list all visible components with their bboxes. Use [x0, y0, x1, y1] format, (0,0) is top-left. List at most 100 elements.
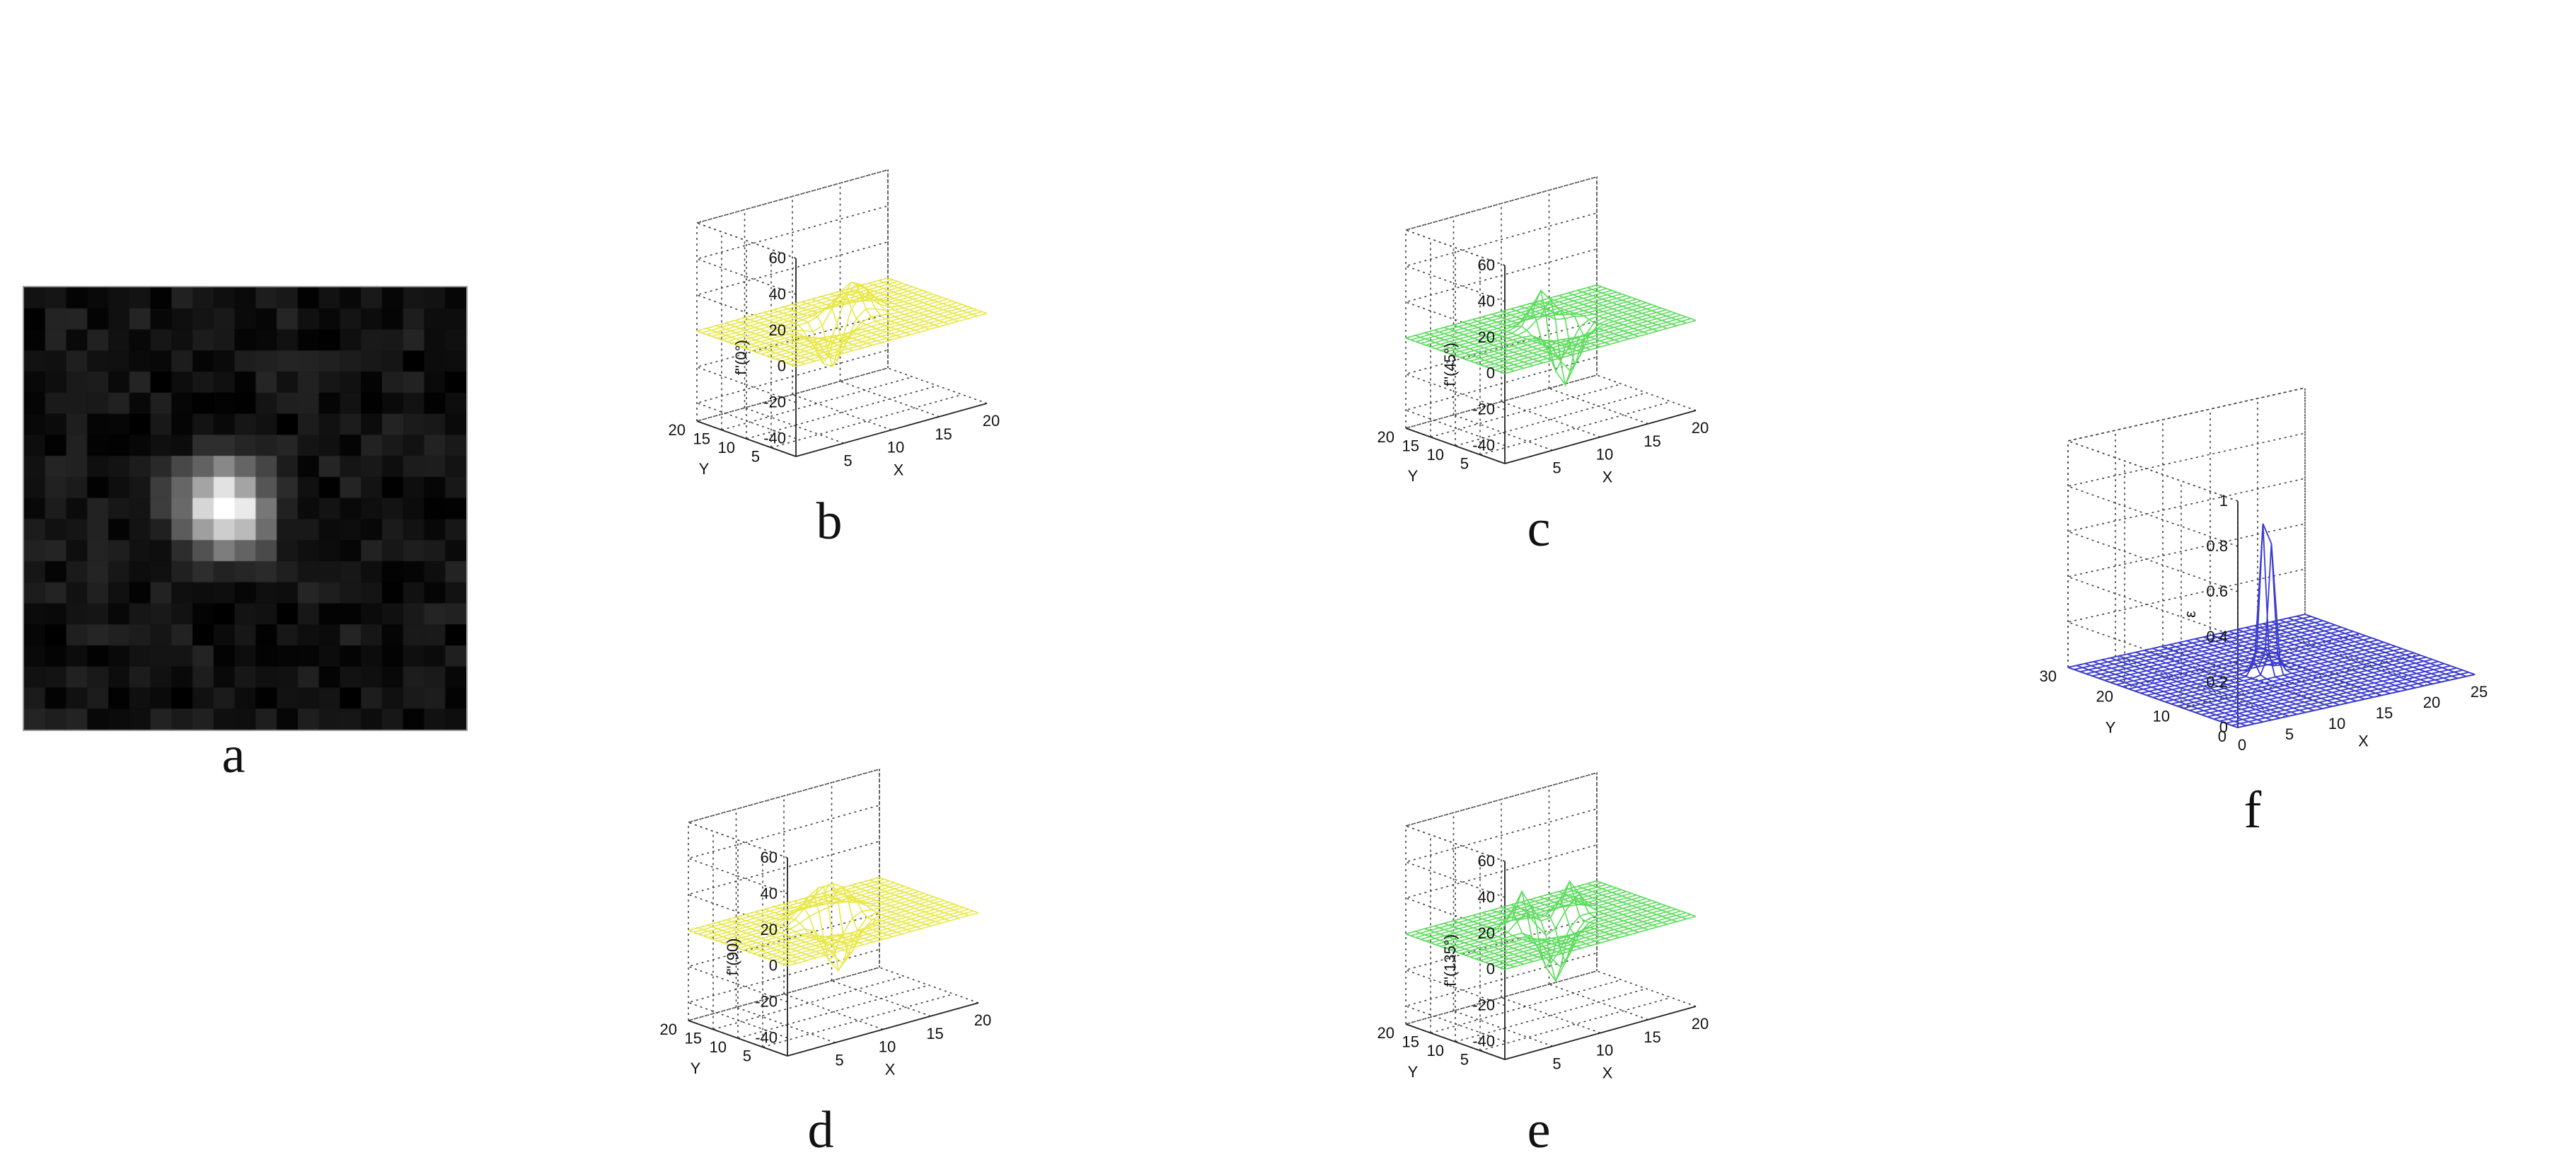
surface-mesh-line: [1455, 897, 1647, 965]
surface-mesh-line: [1405, 880, 1598, 935]
surface-mesh-line: [2304, 614, 2476, 675]
x-axis-line: [1504, 1006, 1697, 1060]
surface-plot-f: 1 0.8 0.6 0.4 0.2 00 5 10 15 20 25 0 10 20 30 X Yε: [2040, 387, 2488, 754]
floor-grid-line: [1453, 1010, 1553, 1047]
wall-grid-line: [2066, 387, 2306, 502]
surface-mesh-line: [1511, 904, 1610, 964]
y-tick-label: 15: [1402, 1033, 1419, 1051]
surface-mesh-line: [2195, 638, 2365, 700]
surface-mesh-line: [1549, 893, 1648, 931]
surface-mesh-line: [1587, 883, 1687, 920]
y-axis-label: Y: [1408, 467, 1419, 485]
z-tick-label: 20: [1478, 924, 1495, 942]
floor-grid-line: [1405, 970, 1598, 1025]
surface-mesh-line: [878, 280, 978, 317]
y-axis-line: [688, 1020, 788, 1057]
z-tick-label: 40: [769, 285, 786, 303]
x-axis-line: [787, 1002, 979, 1057]
z-tick-label: 0.8: [2206, 537, 2228, 555]
surface-mesh-line: [1420, 289, 1612, 344]
surface-mesh-line: [737, 894, 930, 949]
y-tick-label: 15: [685, 1030, 702, 1047]
z-tick-label: 0: [778, 357, 786, 375]
surface-mesh-line: [860, 882, 960, 919]
floor-grid-line: [1453, 414, 1553, 452]
wall-grid-line: [1404, 952, 1598, 1042]
y-tick-label: 5: [751, 448, 760, 466]
x-tick-label: 20: [2423, 694, 2440, 711]
surface-mesh-line: [693, 878, 885, 933]
wall-grid-line: [1404, 212, 1598, 302]
floor-grid-line: [2115, 656, 2286, 718]
y-tick-label: 5: [1460, 455, 1469, 473]
surface-mesh-line: [802, 289, 901, 338]
z-tick-label: 0: [1486, 960, 1495, 978]
surface-mesh-line: [1450, 896, 1642, 950]
surface-mesh-line: [1596, 880, 1697, 917]
surface-mesh-line: [1558, 294, 1658, 332]
floor-grid-line: [688, 967, 880, 1021]
surface-mesh-line: [1410, 286, 1602, 340]
z-tick-label: -40: [763, 430, 786, 447]
surface-mesh-line: [1445, 880, 1637, 949]
surface-mesh-line: [879, 876, 979, 914]
surface-mesh-line: [1425, 291, 1617, 346]
box-edge: [688, 822, 788, 858]
surface-mesh-line: [1568, 888, 1668, 925]
surface-mesh-line: [1549, 297, 1648, 335]
surface-mesh-line: [841, 887, 941, 924]
z-tick-label: 20: [1478, 328, 1495, 346]
wall-grid-line: [695, 205, 889, 295]
surface-mesh-line: [2253, 625, 2425, 686]
surface-mesh-line: [2246, 626, 2416, 689]
surface-mesh-line: [811, 282, 911, 335]
z-axis-label: f"(90): [724, 938, 741, 975]
surface-mesh-line: [2098, 624, 2336, 679]
floor-grid-line: [1501, 401, 1601, 438]
z-tick-label: 60: [761, 849, 778, 866]
x-axis-label: X: [1602, 1064, 1613, 1082]
y-axis-label: Y: [2106, 719, 2116, 737]
wall-grid-line: [1404, 320, 1598, 410]
surface-mesh-line: [859, 285, 959, 322]
surface-mesh-line: [1577, 289, 1677, 326]
surface-mesh-line: [1530, 879, 1629, 936]
surface-mesh-line: [706, 280, 899, 335]
surface-mesh-line: [696, 277, 889, 332]
surface-mesh-line: [2128, 635, 2366, 690]
surface-mesh-line: [2122, 633, 2360, 688]
surface-mesh-line: [2212, 634, 2382, 696]
surface-mesh-line: [1425, 887, 1617, 942]
z-tick-label: 60: [1478, 256, 1495, 274]
x-axis-label: X: [885, 1061, 896, 1079]
surface-mesh-line: [831, 890, 931, 927]
floor-grid-line: [721, 376, 913, 431]
surface-mesh-line: [688, 876, 880, 931]
surface-mesh-line: [1415, 287, 1607, 343]
surface-mesh-line: [1435, 294, 1627, 350]
surface-mesh-line: [1445, 289, 1637, 353]
floor-grid-line: [744, 407, 844, 444]
y-tick-label: 5: [1460, 1051, 1469, 1069]
y-tick-label: 20: [669, 421, 686, 439]
y-tick-label: 15: [693, 430, 710, 448]
surface-mesh-line: [746, 294, 938, 368]
z-tick-label: 0.2: [2206, 673, 2228, 691]
x-tick-label: 15: [1644, 1028, 1660, 1046]
wall-grid-line: [695, 313, 889, 403]
surface-mesh-line: [830, 292, 930, 330]
x-tick-label: 25: [2471, 683, 2488, 701]
floor-grid-line: [2181, 653, 2419, 708]
panel-label-e: e: [1527, 1101, 1551, 1159]
y-tick-label: 0: [2218, 728, 2226, 745]
x-tick-label: 5: [2285, 725, 2294, 743]
z-tick-label: 60: [1478, 852, 1495, 870]
y-tick-label: 10: [1427, 446, 1444, 464]
floor-grid-line: [737, 984, 930, 1039]
floor-grid-line: [2210, 635, 2381, 696]
surface-mesh-line: [1405, 284, 1598, 339]
wall-grid-line: [1404, 356, 1598, 447]
